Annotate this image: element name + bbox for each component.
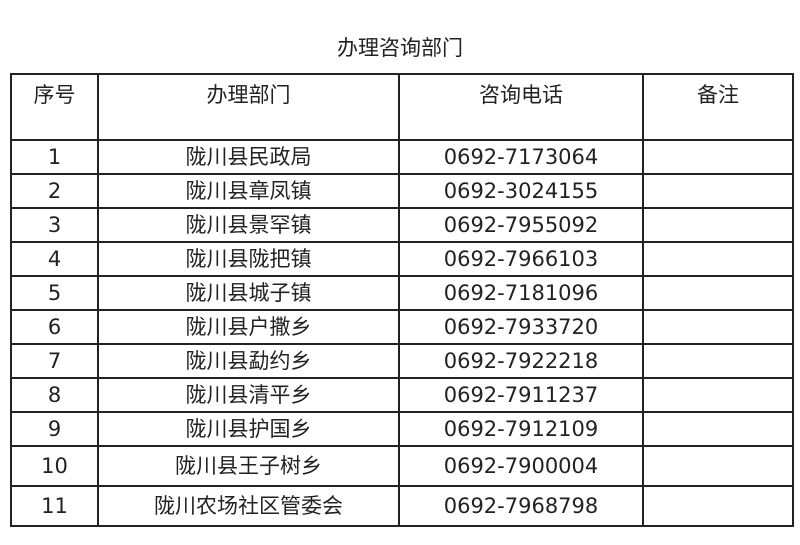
cell-note — [642, 445, 794, 487]
cell-note — [642, 275, 794, 311]
cell-phone: 0692-7966103 — [398, 241, 644, 277]
cell-no: 10 — [10, 445, 99, 487]
table-row: 1 陇川县民政局 0692-7173064 — [10, 139, 794, 175]
cell-no: 6 — [10, 309, 99, 345]
cell-dept: 陇川县勐约乡 — [97, 343, 400, 379]
cell-note — [642, 207, 794, 243]
cell-note — [642, 241, 794, 277]
table-row: 4 陇川县陇把镇 0692-7966103 — [10, 241, 794, 277]
cell-phone: 0692-7911237 — [398, 377, 644, 413]
cell-phone: 0692-7173064 — [398, 139, 644, 175]
cell-no: 7 — [10, 343, 99, 379]
table-row: 11 陇川农场社区管委会 0692-7968798 — [10, 485, 794, 527]
cell-dept: 陇川县王子树乡 — [97, 445, 400, 487]
cell-note — [642, 343, 794, 379]
cell-phone: 0692-7955092 — [398, 207, 644, 243]
cell-note — [642, 173, 794, 209]
cell-note — [642, 411, 794, 447]
table-row: 7 陇川县勐约乡 0692-7922218 — [10, 343, 794, 379]
table-row: 8 陇川县清平乡 0692-7911237 — [10, 377, 794, 413]
cell-dept: 陇川县陇把镇 — [97, 241, 400, 277]
cell-phone: 0692-7912109 — [398, 411, 644, 447]
table-row: 3 陇川县景罕镇 0692-7955092 — [10, 207, 794, 243]
page-title: 办理咨询部门 — [337, 36, 463, 60]
cell-dept: 陇川县城子镇 — [97, 275, 400, 311]
cell-no: 1 — [10, 139, 99, 175]
cell-no: 9 — [10, 411, 99, 447]
header-note: 备注 — [642, 73, 794, 141]
cell-no: 3 — [10, 207, 99, 243]
cell-note — [642, 309, 794, 345]
cell-note — [642, 377, 794, 413]
header-phone: 咨询电话 — [398, 73, 644, 141]
cell-phone: 0692-7968798 — [398, 485, 644, 527]
table-row: 2 陇川县章凤镇 0692-3024155 — [10, 173, 794, 209]
contact-table: 序号 办理部门 咨询电话 备注 1 陇川县民政局 0692-7173064 2 陇川县章… — [10, 73, 794, 527]
cell-no: 4 — [10, 241, 99, 277]
cell-phone: 0692-7181096 — [398, 275, 644, 311]
cell-note — [642, 485, 794, 527]
cell-phone: 0692-3024155 — [398, 173, 644, 209]
cell-no: 8 — [10, 377, 99, 413]
header-no: 序号 — [10, 73, 99, 141]
cell-phone: 0692-7900004 — [398, 445, 644, 487]
table-row: 6 陇川县户撒乡 0692-7933720 — [10, 309, 794, 345]
cell-dept: 陇川县清平乡 — [97, 377, 400, 413]
header-dept: 办理部门 — [97, 73, 400, 141]
cell-dept: 陇川县景罕镇 — [97, 207, 400, 243]
table-row: 10 陇川县王子树乡 0692-7900004 — [10, 445, 794, 487]
cell-no: 2 — [10, 173, 99, 209]
cell-no: 11 — [10, 485, 99, 527]
cell-dept: 陇川县护国乡 — [97, 411, 400, 447]
cell-phone: 0692-7933720 — [398, 309, 644, 345]
table-row: 9 陇川县护国乡 0692-7912109 — [10, 411, 794, 447]
cell-dept: 陇川县章凤镇 — [97, 173, 400, 209]
cell-dept: 陇川县户撒乡 — [97, 309, 400, 345]
cell-phone: 0692-7922218 — [398, 343, 644, 379]
cell-dept: 陇川县民政局 — [97, 139, 400, 175]
table-row: 5 陇川县城子镇 0692-7181096 — [10, 275, 794, 311]
cell-no: 5 — [10, 275, 99, 311]
table-header-row: 序号 办理部门 咨询电话 备注 — [10, 73, 794, 141]
cell-dept: 陇川农场社区管委会 — [97, 485, 400, 527]
cell-note — [642, 139, 794, 175]
